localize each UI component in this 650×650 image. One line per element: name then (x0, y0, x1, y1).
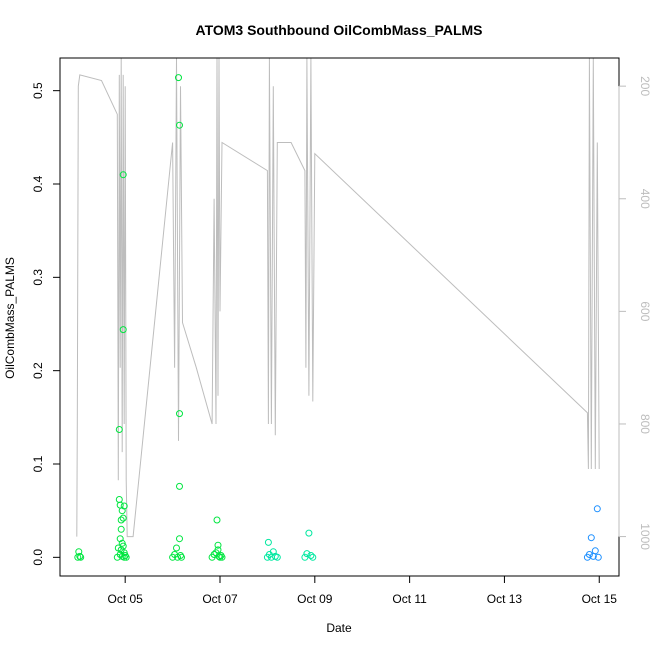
plot-frame (59, 57, 620, 577)
data-point-11 (117, 525, 125, 533)
data-point-33 (176, 482, 183, 490)
data-point-22 (119, 542, 127, 550)
data-point-58 (309, 553, 317, 561)
data-point-2 (76, 552, 84, 560)
data-point-10 (117, 516, 125, 524)
data-point-63 (591, 547, 599, 555)
data-point-56 (305, 529, 313, 537)
data-point-51 (269, 548, 277, 556)
data-point-7 (115, 496, 123, 503)
data-point-25 (122, 553, 130, 561)
data-point-16 (119, 326, 127, 334)
x-tick-label-5: Oct 15 (582, 592, 618, 606)
data-point-64 (593, 505, 601, 513)
x-axis-label: Date (326, 621, 352, 635)
y2-tick-label-0: 200 (638, 76, 650, 96)
data-point-30 (175, 74, 182, 82)
data-point-65 (594, 553, 602, 561)
data-point-9 (116, 501, 124, 509)
data-point-8 (116, 535, 124, 543)
data-point-34 (176, 535, 183, 543)
data-point-57 (307, 552, 315, 559)
data-point-55 (303, 550, 311, 558)
y-tick-label-3: 0.3 (31, 269, 45, 286)
y-tick-label-2: 0.2 (31, 362, 45, 379)
y2-tick-label-3: 800 (638, 414, 650, 434)
y2-tick-label-2: 600 (638, 301, 650, 321)
data-point-36 (178, 553, 185, 561)
y-tick-label-4: 0.4 (31, 175, 45, 192)
data-point-20 (117, 546, 125, 554)
data-point-12 (118, 507, 126, 515)
data-point-3 (77, 553, 85, 561)
y-tick-label-0: 0.0 (31, 549, 45, 566)
data-point-42 (214, 541, 222, 549)
data-point-53 (273, 553, 281, 561)
data-point-48 (264, 538, 272, 546)
x-tick-label-4: Oct 13 (487, 592, 523, 606)
y-tick-label-5: 0.5 (31, 82, 45, 99)
data-point-46 (218, 553, 226, 561)
data-point-41 (214, 546, 222, 554)
x-tick-label-3: Oct 11 (392, 592, 427, 606)
data-point-6 (115, 426, 123, 433)
x-tick-label-1: Oct 07 (202, 592, 238, 606)
data-point-15 (119, 514, 127, 522)
data-point-14 (119, 171, 127, 179)
data-point-17 (120, 502, 128, 510)
x-tick-label-2: Oct 09 (297, 592, 333, 606)
data-point-40 (213, 516, 221, 524)
x-tick-label-0: Oct 05 (108, 592, 144, 606)
y-axis-label: OilCombMass_PALMS (3, 257, 17, 379)
pressure-trace-line (76, 57, 600, 538)
data-point-31 (176, 121, 183, 129)
data-point-60 (585, 551, 593, 558)
data-point-28 (173, 544, 180, 552)
y2-tick-label-4: 1000 (638, 523, 650, 550)
y2-tick-label-1: 400 (638, 189, 650, 209)
y-tick-label-1: 0.1 (31, 455, 45, 472)
chart-title: ATOM3 Southbound OilCombMass_PALMS (196, 22, 483, 38)
data-point-61 (587, 534, 595, 542)
data-point-32 (176, 410, 183, 418)
